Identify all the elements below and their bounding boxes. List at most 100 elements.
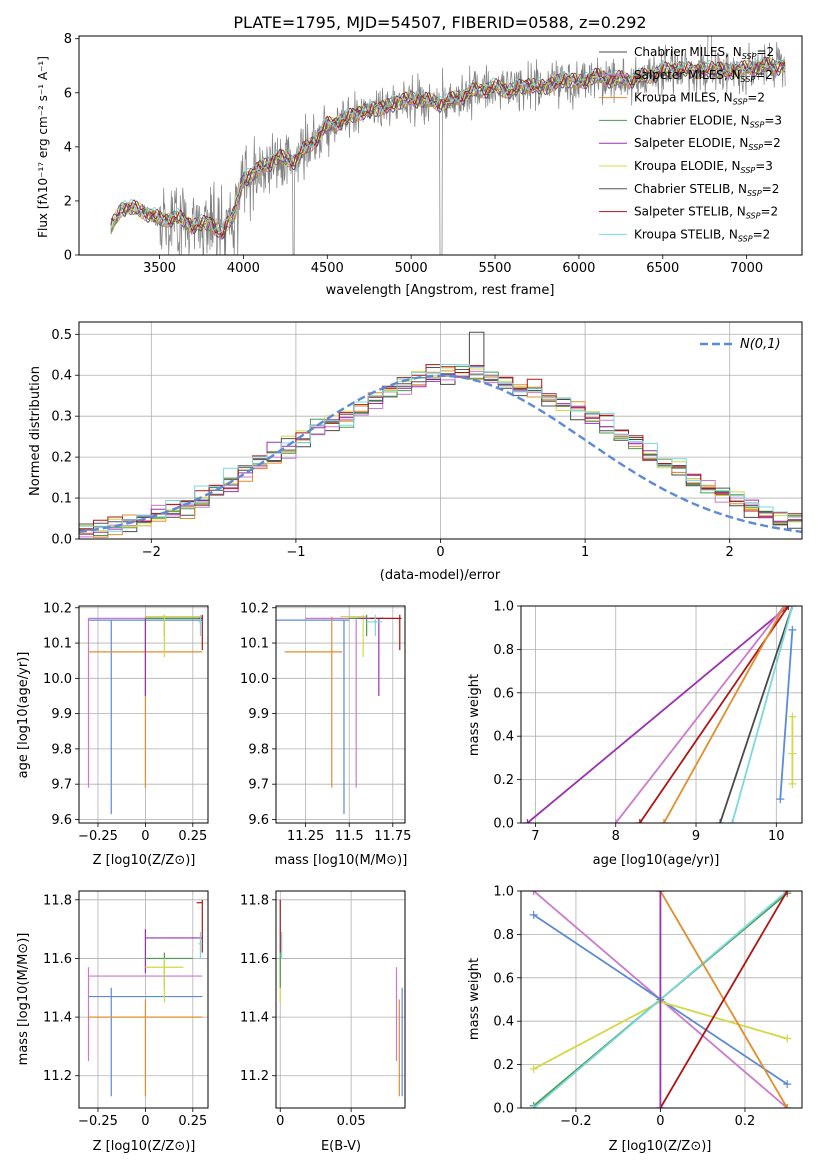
age_vs_Z-plot-area (87, 614, 203, 815)
spectrum-xtick-label: 7000 (730, 261, 763, 276)
ageZ-ylabel: age [log10(age/yr)] (16, 652, 31, 779)
weight_vs_age-plot-area (523, 606, 797, 823)
weight_vs_Z-ytick-label: 0.0 (493, 1102, 514, 1117)
weight-line-normal (779, 629, 794, 800)
weight-marker-se (656, 891, 665, 895)
mass_vs_ebv-ytick-label: 11.6 (240, 952, 269, 967)
weight-marker-ke (788, 779, 797, 788)
age_vs_Z-ytick-label: 9.8 (51, 742, 72, 757)
legend-label-cs: Chabrier STELIB, NSSP=2 (634, 182, 779, 198)
legend-label-ke: Kroupa ELODIE, NSSP=3 (634, 159, 773, 175)
weight_vs_age-ytick-label: 0.6 (493, 686, 514, 701)
weight-marker-ks (788, 606, 797, 610)
mass-vs-ebv-panel: E(B-V) 0 0.05 11.2 11.4 11.6 11.8 (240, 890, 406, 1154)
residuals-xtick-label: 0 (436, 545, 444, 560)
residuals-ytick-label: 0.5 (51, 328, 72, 343)
spectrum-xlabel: wavelength [Angstrom, rest frame] (326, 283, 555, 298)
weight-line-ks (731, 606, 794, 823)
age_vs_Z-ytick-label: 10.2 (43, 601, 72, 616)
mass_vs_Z-plot-area (87, 899, 203, 1097)
legend-label-sm: Salpeter MILES, NSSP=2 (634, 68, 773, 84)
residuals-xtick-label: −1 (286, 545, 305, 560)
model-line-cm (110, 59, 786, 239)
age_vs_Z-frame (78, 605, 209, 824)
weight_vs_Z-ytick-label: 1.0 (493, 885, 514, 900)
wZ-xlabel: Z [log10(Z/Z⊙)] (609, 1139, 712, 1154)
weight-marker-normal (788, 625, 797, 634)
weight_vs_Z-frame (520, 890, 803, 1109)
legend-label-cm: Chabrier MILES, NSSP=2 (634, 45, 774, 61)
spectrum-ytick-label: 0 (64, 249, 72, 264)
spectrum-plot-area (110, 36, 786, 255)
weight-marker-ss (783, 891, 792, 895)
legend-label-ce: Chabrier ELODIE, NSSP=3 (634, 113, 782, 129)
weight-marker-ke (783, 1034, 792, 1043)
weight_vs_Z-xtick-label: −0.2 (560, 1114, 592, 1129)
weight-marker-ke (529, 1064, 538, 1073)
age_vs_mass-ytick-label: 9.9 (248, 707, 269, 722)
weight-marker-ke (788, 712, 797, 721)
weight-line-ss (659, 891, 788, 1108)
age_vs_mass-ytick-label: 10.2 (240, 601, 269, 616)
weight_vs_age-ytick-label: 0.2 (493, 773, 514, 788)
weight-marker-km (780, 606, 789, 610)
mass_vs_ebv-ytick-label: 11.2 (240, 1069, 269, 1084)
weight-line-km (663, 606, 786, 823)
residuals-ylabel: Normed distribution (28, 366, 43, 496)
massE-xlabel: E(B-V) (321, 1139, 361, 1154)
mass_vs_Z-xtick-label: 0 (141, 1114, 149, 1129)
weight-marker-normal (529, 910, 538, 919)
weight-marker-ss (784, 606, 793, 610)
ageZ-xlabel: Z [log10(Z/Z⊙)] (93, 853, 196, 868)
spectrum-xtick-label: 4500 (311, 261, 344, 276)
age_vs_Z-ytick-label: 9.9 (51, 707, 72, 722)
spectrum-ytick-label: 8 (64, 32, 72, 47)
weight-marker-ks (529, 1104, 538, 1108)
weight-marker-sm (611, 819, 620, 823)
model-line-ce (110, 59, 786, 235)
histogram-ks (79, 364, 802, 532)
weight_vs_age-xtick-label: 7 (531, 829, 539, 844)
wZ-ylabel: mass weight (467, 958, 482, 1040)
mass_vs_ebv-xtick-label: 0 (276, 1114, 284, 1129)
weight_vs_age-ytick-label: 0.8 (493, 643, 514, 658)
residuals-ytick-label: 0.4 (51, 369, 72, 384)
mass_vs_ebv-xtick-label: 0.05 (337, 1114, 366, 1129)
mass_vs_ebv-ytick-label: 11.8 (240, 893, 269, 908)
mass_vs_ebv-ytick-label: 11.4 (240, 1011, 269, 1026)
mass_vs_Z-frame (78, 890, 209, 1109)
age_vs_mass-ytick-label: 10.0 (240, 672, 269, 687)
age_vs_mass-plot-area (276, 614, 402, 815)
weight_vs_Z-ytick-label: 0.6 (493, 971, 514, 986)
weight_vs_Z-xtick-label: 0.2 (735, 1114, 756, 1129)
age_vs_Z-xtick-label: 0.25 (178, 829, 207, 844)
weight-marker-ss (635, 819, 644, 823)
legend-label-se: Salpeter ELODIE, NSSP=2 (634, 136, 781, 152)
spectrum-xtick-label: 6500 (646, 261, 679, 276)
weight_vs_Z-ytick-label: 0.8 (493, 928, 514, 943)
spectrum-xtick-label: 6000 (562, 261, 595, 276)
weight_vs_Z-ytick-label: 0.2 (493, 1058, 514, 1073)
legend-label-ss: Salpeter STELIB, NSSP=2 (634, 205, 778, 221)
residuals-xtick-label: 2 (726, 545, 734, 560)
figure-title: PLATE=1795, MJD=54507, FIBERID=0588, z=0… (233, 13, 646, 32)
weight-marker-ke (788, 749, 797, 758)
age_vs_Z-ytick-label: 9.6 (51, 813, 72, 828)
weight-marker-km (783, 1104, 792, 1108)
weight-marker-km (659, 819, 668, 823)
age-vs-metallicity-panel: Z [log10(Z/Z⊙)] age [log10(age/yr)] −0.2… (16, 601, 209, 868)
residuals-xtick-label: −2 (142, 545, 161, 560)
mass_vs_ebv-plot-area (279, 899, 403, 1097)
spectrum-xtick-label: 3500 (143, 261, 176, 276)
age_vs_mass-xtick-label: 11.75 (374, 829, 411, 844)
weight-line-se (526, 606, 789, 823)
age_vs_mass-xtick-label: 11.25 (287, 829, 324, 844)
residuals-plot-area (79, 331, 802, 538)
mass-vs-metallicity-panel: Z [log10(Z/Z⊙)] mass [log10(M/M⊙)] −0.25… (16, 890, 209, 1154)
mass_vs_Z-ytick-label: 11.4 (43, 1011, 72, 1026)
weight-line-sm (614, 606, 786, 823)
legend-label-km: Kroupa MILES, NSSP=2 (634, 91, 765, 107)
spectrum-xtick-label: 5000 (395, 261, 428, 276)
mass_vs_Z-ytick-label: 11.2 (43, 1069, 72, 1084)
